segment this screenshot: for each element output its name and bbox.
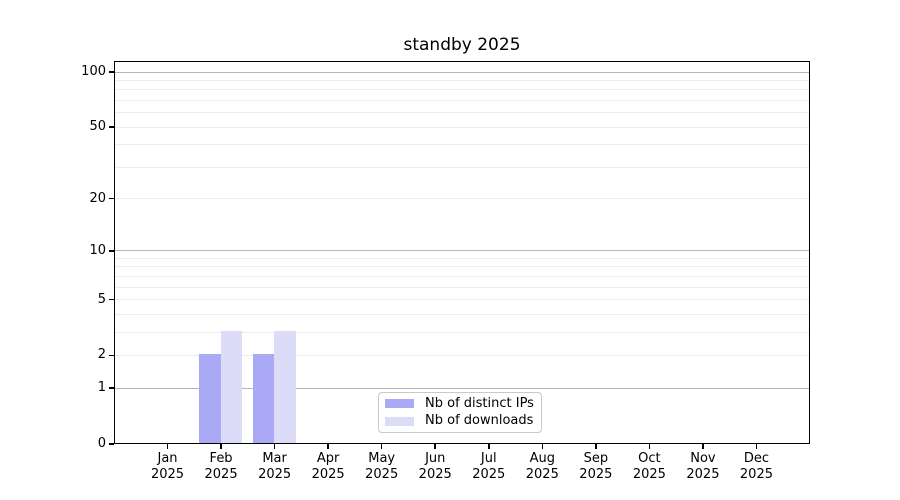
x-tick-mark (166, 444, 169, 449)
x-tick-label-nov: Nov 2025 (686, 451, 720, 482)
legend-label-distinct-ips: Nb of distinct IPs (425, 395, 534, 411)
y-tick-mark (109, 298, 114, 301)
bar-distinct-ips-feb (199, 354, 221, 443)
x-tick-label-oct: Oct 2025 (632, 451, 666, 482)
y-tick-mark (109, 354, 114, 357)
minor-gridline (115, 354, 809, 356)
legend-item-downloads: Nb of downloads (385, 413, 533, 431)
bar-distinct-ips-mar (252, 354, 275, 443)
y-tick-label: 100 (81, 64, 106, 80)
y-tick-mark (109, 443, 114, 445)
y-tick-label: 2 (97, 347, 106, 363)
chart-title: standby 2025 (403, 35, 521, 55)
x-tick-mark (273, 444, 276, 449)
y-tick-label: 5 (97, 291, 106, 307)
x-tick-mark (702, 444, 704, 449)
x-tick-mark (220, 444, 222, 449)
bar-downloads-feb (220, 331, 243, 443)
x-tick-mark (327, 444, 329, 449)
minor-gridline (115, 313, 809, 315)
x-tick-label-jun: Jun 2025 (418, 451, 452, 482)
minor-gridline (115, 286, 809, 288)
legend-label-downloads: Nb of downloads (425, 413, 534, 429)
minor-gridline (115, 100, 809, 102)
x-tick-mark (595, 444, 597, 449)
y-tick-label: 1 (97, 380, 106, 396)
minor-gridline (115, 299, 809, 301)
y-tick-label: 50 (89, 119, 106, 135)
x-tick-label-jan: Jan 2025 (150, 451, 185, 482)
minor-gridline (115, 266, 809, 268)
minor-gridline (115, 198, 809, 200)
major-gridline (115, 387, 809, 389)
y-tick-mark (109, 387, 114, 389)
y-tick-mark (109, 71, 114, 73)
y-tick-mark (109, 197, 114, 200)
legend-swatch-downloads (385, 416, 414, 426)
y-tick-label: 0 (97, 436, 106, 451)
minor-gridline (115, 144, 809, 146)
minor-gridline (115, 89, 809, 91)
minor-gridline (115, 275, 809, 277)
plot-area (114, 61, 810, 444)
x-tick-mark (648, 444, 651, 449)
x-tick-mark (488, 444, 490, 449)
x-tick-mark (434, 444, 436, 449)
minor-gridline (115, 166, 809, 168)
x-tick-label-may: May 2025 (365, 451, 399, 482)
x-tick-label-apr: Apr 2025 (311, 451, 345, 482)
y-tick-label: 10 (89, 242, 106, 258)
legend-item-distinct-ips: Nb of distinct IPs (385, 395, 534, 413)
x-tick-label-dec: Dec 2025 (739, 451, 773, 482)
x-tick-label-feb: Feb 2025 (204, 451, 238, 482)
minor-gridline (115, 112, 809, 114)
major-gridline (115, 71, 809, 73)
y-tick-mark (109, 250, 114, 252)
minor-gridline (115, 331, 809, 333)
minor-gridline (115, 126, 809, 128)
legend: Nb of distinct IPs Nb of downloads (378, 392, 542, 433)
y-tick-mark (109, 126, 114, 128)
x-tick-label-jul: Jul 2025 (472, 451, 506, 482)
x-tick-mark (755, 444, 758, 449)
bar-downloads-mar (274, 331, 296, 443)
minor-gridline (115, 257, 809, 259)
x-tick-label-sep: Sep 2025 (579, 451, 613, 482)
x-tick-label-mar: Mar 2025 (258, 451, 292, 482)
minor-gridline (115, 80, 809, 82)
y-tick-label: 20 (89, 190, 106, 206)
x-tick-mark (541, 444, 544, 449)
x-tick-label-aug: Aug 2025 (525, 451, 559, 482)
legend-swatch-distinct-ips (385, 399, 414, 409)
x-tick-mark (380, 444, 383, 449)
major-gridline (115, 250, 809, 252)
